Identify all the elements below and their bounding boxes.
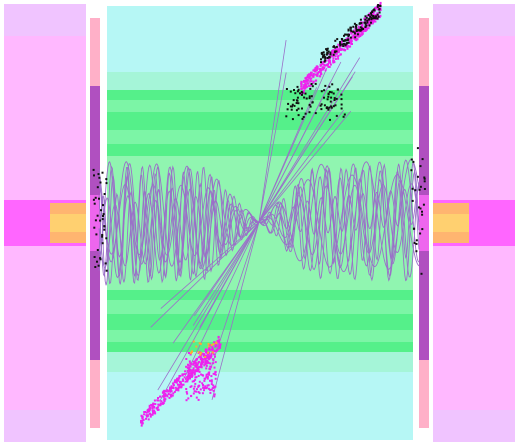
helix-track [258, 161, 420, 265]
helix-track [98, 195, 260, 269]
jet-track [258, 61, 342, 223]
jet-track [258, 110, 352, 223]
jet-track [157, 221, 260, 391]
helix-track [258, 159, 420, 271]
helix-track [258, 158, 420, 273]
vertex-ring-hits [285, 82, 346, 121]
jet-track [150, 221, 260, 328]
helix-track [98, 188, 260, 279]
right-edge-hits [410, 147, 426, 275]
hit-clusters [92, 1, 426, 427]
helix-track [258, 183, 420, 256]
helix-track [258, 167, 420, 282]
jet-track [258, 72, 287, 223]
jet-track [160, 221, 260, 309]
straight-tracks [150, 40, 361, 402]
jet-track [258, 109, 344, 223]
jet-track [258, 87, 317, 223]
endcap-right [433, 4, 515, 442]
helix-track [258, 174, 420, 268]
strip-left [90, 18, 100, 428]
jet-track [159, 221, 260, 402]
helix-track [98, 171, 260, 286]
helix-track [98, 165, 260, 278]
jet-track [193, 221, 260, 317]
jet-track [258, 71, 356, 223]
helix-track [98, 182, 260, 285]
jet-upper-right-dark-hits [320, 4, 382, 64]
strip-right [419, 18, 429, 428]
jet-track [184, 221, 260, 376]
lower-orange-hits [190, 340, 218, 358]
jet-track [192, 221, 260, 326]
jet-track [258, 40, 287, 223]
left-edge-hits [92, 168, 108, 272]
helix-track [98, 183, 260, 257]
jet-track [211, 221, 260, 401]
jet-lower-left-core [185, 351, 217, 402]
endcap-left [4, 4, 86, 442]
jet-track [258, 57, 361, 223]
